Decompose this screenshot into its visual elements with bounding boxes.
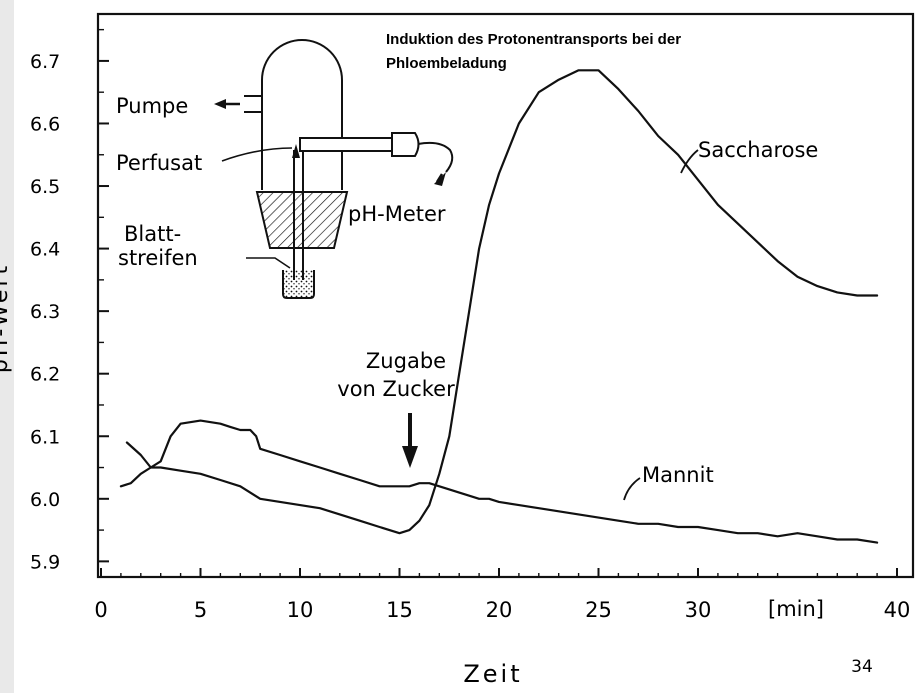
y-tick-label: 6.2 (30, 364, 60, 386)
y-tick-label: 5.9 (30, 551, 60, 573)
pump-label: Pumpe (116, 94, 188, 118)
x-tick-label: 15 (386, 598, 413, 622)
sample-vial (282, 270, 315, 299)
leaf-leader (246, 257, 291, 269)
saccharose-leader-line (680, 149, 699, 174)
ph-meter-label: pH-Meter (348, 202, 446, 226)
y-tick-label: 6.4 (30, 239, 60, 261)
annotation-line-2: von Zucker (337, 377, 455, 401)
x-unit-label: [min] (768, 597, 824, 621)
chart-title-line-2: Phloembeladung (386, 55, 507, 72)
x-axis-title: Zeit (463, 660, 522, 688)
electrode (391, 132, 420, 157)
plot-frame (96, 12, 915, 579)
page-edge (0, 0, 14, 693)
y-tick-label: 6.7 (30, 51, 60, 73)
y-tick-label: 6.3 (30, 301, 60, 323)
data-series (119, 69, 879, 544)
sugar-addition-arrow (402, 413, 418, 468)
perfusate-label: Perfusat (116, 151, 202, 175)
x-tick-label: 0 (94, 598, 107, 622)
series-line-saccharose (125, 419, 879, 544)
chart-title: Induktion des Protonentransports bei der… (386, 31, 681, 72)
pump-arrow-icon (214, 99, 226, 109)
leaf-label-line-2: streifen (118, 246, 198, 270)
x-axis: 0 5 10 15 20 25 30 40 (94, 568, 910, 622)
y-tick-label: 6.0 (30, 489, 60, 511)
x-tick-label: 40 (884, 598, 911, 622)
pump-outlet (244, 95, 262, 113)
x-tick-label: 30 (685, 598, 712, 622)
x-tick-label: 10 (287, 598, 314, 622)
x-tick-label: 20 (486, 598, 513, 622)
mannit-leader-line (623, 477, 641, 501)
annotation-line-1: Zugabe (366, 349, 446, 373)
chart-title-line-1: Induktion des Protonentransports bei der (386, 31, 681, 48)
series-label-mannit: Mannit (642, 463, 714, 487)
y-axis: 5.9 6.0 6.1 6.2 6.3 6.4 6.5 6.6 6.7 (30, 28, 109, 573)
perfusat-leader (221, 147, 293, 162)
series-line-mannit (119, 69, 879, 535)
y-axis-title: pH-Wert (0, 263, 13, 373)
perfusion-chamber (261, 39, 343, 190)
x-tick-label: 5 (194, 598, 207, 622)
leaf-label-line-1: Blatt- (124, 222, 181, 246)
x-tick-label: 25 (585, 598, 612, 622)
series-label-saccharose: Saccharose (698, 138, 818, 162)
y-tick-label: 6.1 (30, 426, 60, 448)
flow-arrow-icon (292, 144, 300, 158)
y-tick-label: 6.6 (30, 113, 60, 135)
electrode-cable (417, 141, 454, 173)
apparatus-inset: Pumpe Perfusat pH-Meter Blatt- streifen (116, 39, 454, 299)
page-number: 34 (851, 657, 873, 677)
perfusate-tube (299, 137, 393, 152)
y-tick-label: 6.5 (30, 176, 60, 198)
